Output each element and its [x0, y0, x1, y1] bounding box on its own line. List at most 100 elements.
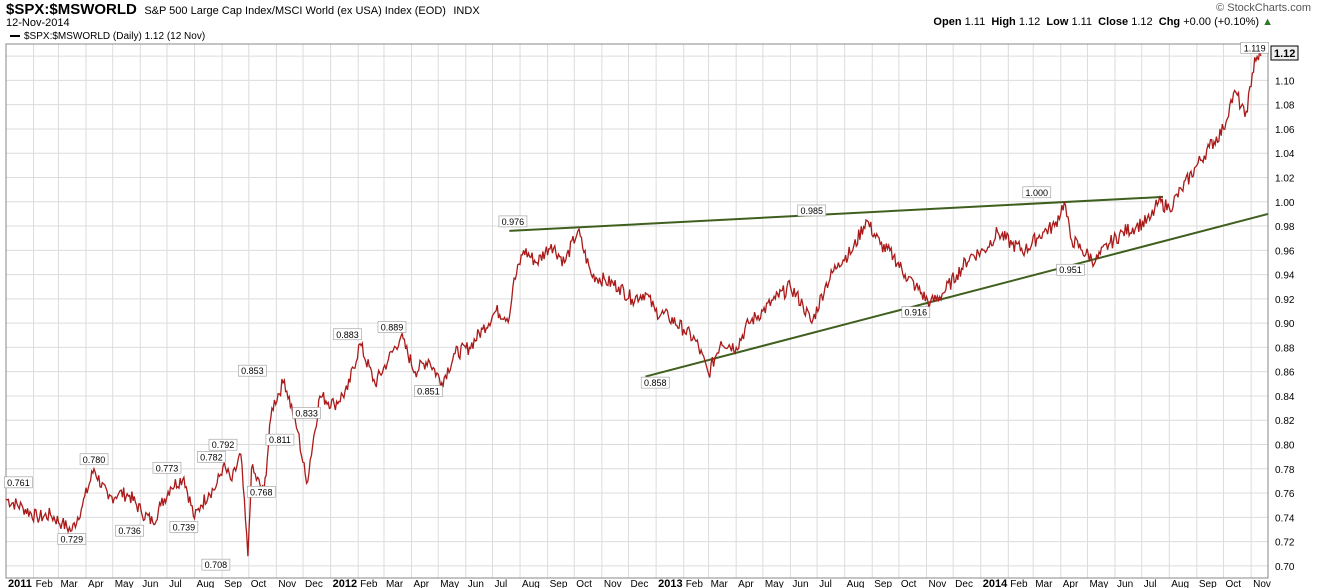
annotations: 0.761 0.729 0.780 0.736 0.773 0.739 0.782 0.792… [4, 42, 1269, 571]
annotation-label: 0.761 [7, 478, 30, 488]
chg-label: Chg [1158, 16, 1181, 28]
ohlc-readout: Open 1.11 High 1.12 Low 1.11 Close 1.12 … [933, 16, 1273, 28]
last-value-text: 1.12 [1274, 48, 1295, 60]
x-tick-label: Oct [576, 579, 592, 588]
x-tick-label: Mar [386, 579, 404, 588]
annotation-label: 0.768 [250, 487, 273, 497]
annotation-label: 0.729 [61, 535, 84, 545]
y-tick-label: 0.70 [1275, 562, 1295, 573]
y-tick-label: 0.82 [1275, 416, 1295, 427]
y-tick-label: 0.94 [1275, 271, 1295, 282]
annotation-box [208, 438, 238, 451]
x-tick-label: Dec [955, 579, 973, 588]
annotation-box [57, 533, 87, 545]
annotation-label: 0.708 [205, 560, 228, 570]
x-tick-label: Oct [1226, 579, 1242, 588]
y-tick-label: 1.06 [1275, 125, 1295, 136]
y-tick-label: 1.08 [1275, 101, 1295, 112]
annotation-label: 0.853 [241, 366, 264, 376]
annotation: 0.976 [498, 215, 528, 228]
annotation-label: 0.833 [295, 408, 318, 418]
annotation-label: 0.889 [381, 322, 404, 332]
annotation-box [246, 486, 276, 498]
annotation-box [79, 453, 109, 466]
x-tick-label: Feb [360, 579, 378, 588]
x-tick-label: Nov [928, 579, 946, 588]
y-tick-label: 0.76 [1275, 489, 1295, 500]
annotation: 0.773 [152, 461, 182, 474]
annotation-box [197, 451, 226, 463]
annotation: 0.883 [333, 328, 362, 341]
annotation-box [498, 215, 528, 228]
x-tick-label: Sep [1199, 579, 1217, 588]
x-tick-label: Jul [169, 579, 182, 588]
annotation: 1.119 [1240, 42, 1269, 54]
annotation-box [1056, 263, 1085, 276]
x-tick-label: Feb [686, 579, 704, 588]
x-tick-label: Sep [224, 579, 242, 588]
x-tick-label: Apr [414, 579, 430, 588]
open-label: Open [933, 16, 962, 28]
x-tick-label: Dec [631, 579, 649, 588]
x-tick-label: 2013 [658, 578, 682, 588]
annotation-box [265, 433, 295, 446]
symbol-label: $SPX:$MSWORLD [6, 1, 137, 18]
trendline-upper [509, 195, 1164, 232]
annotation-label: 0.883 [336, 330, 359, 340]
legend: $SPX:$MSWORLD (Daily) 1.12 (12 Nov) [10, 31, 205, 42]
grid [5, 44, 1268, 578]
annotation: 0.768 [246, 486, 276, 498]
y-tick-label: 0.80 [1275, 441, 1295, 452]
annotation-box [292, 407, 321, 419]
annotation-label: 0.739 [173, 523, 196, 533]
annotation-label: 0.782 [200, 452, 223, 462]
annotation-box [414, 385, 443, 397]
price-line [5, 50, 1262, 557]
close-label: Close [1098, 16, 1129, 28]
y-tick-label: 0.92 [1275, 295, 1295, 306]
high-label: High [991, 16, 1016, 28]
annotation-box [1240, 42, 1269, 54]
symbol-description: S&P 500 Large Cap Index/MSCI World (ex U… [144, 5, 446, 17]
chart-title: $SPX:$MSWORLD S&P 500 Large Cap Index/MS… [6, 1, 480, 19]
x-tick-label: Oct [901, 579, 917, 588]
x-tick-label: May [1089, 579, 1108, 588]
x-tick-label: Apr [738, 579, 754, 588]
stockcharts-credit[interactable]: © StockCharts.com [1216, 2, 1311, 14]
chart-header: $SPX:$MSWORLD S&P 500 Large Cap Index/MS… [0, 0, 1323, 44]
annotation: 1.000 [1022, 186, 1052, 199]
annotation-box [152, 461, 182, 474]
y-tick-label: 0.98 [1275, 222, 1295, 233]
annotation-label: 0.773 [156, 463, 179, 473]
y-tick-label: 0.90 [1275, 319, 1295, 330]
annotation-box [169, 521, 199, 533]
y-tick-label: 1.02 [1275, 174, 1295, 185]
annotation-box [901, 306, 931, 319]
y-tick-label: 0.84 [1275, 392, 1295, 403]
y-tick-label: 1.00 [1275, 198, 1295, 209]
plot-frame [5, 43, 1269, 579]
x-tick-label: 2011 [8, 578, 32, 588]
x-axis: 2011 Feb Mar Apr May Jun Jul Aug Sep Oct Nov Dec 201… [8, 578, 1271, 588]
annotation: 0.985 [797, 204, 827, 217]
annotation-label: 0.792 [212, 440, 235, 450]
x-tick-label: Feb [1010, 579, 1028, 588]
annotation: 0.858 [640, 376, 670, 389]
x-tick-label: Jun [1117, 579, 1133, 588]
y-tick-label: 0.78 [1275, 465, 1295, 476]
x-tick-label: Dec [305, 579, 323, 588]
annotation-box [797, 204, 827, 217]
x-tick-label: Mar [711, 579, 729, 588]
annotation-label: 0.736 [118, 526, 141, 536]
annotation: 0.851 [414, 385, 443, 397]
y-tick-label: 0.96 [1275, 246, 1295, 257]
annotation: 0.739 [169, 521, 199, 533]
x-tick-label: Oct [251, 579, 267, 588]
last-value-badge: 1.12 [1270, 45, 1299, 61]
x-tick-label: May [440, 579, 459, 588]
annotation-label: 0.851 [417, 387, 440, 397]
x-tick-label: Nov [1253, 579, 1271, 588]
annotation-label: 0.976 [502, 217, 525, 227]
x-tick-label: Jun [142, 579, 158, 588]
